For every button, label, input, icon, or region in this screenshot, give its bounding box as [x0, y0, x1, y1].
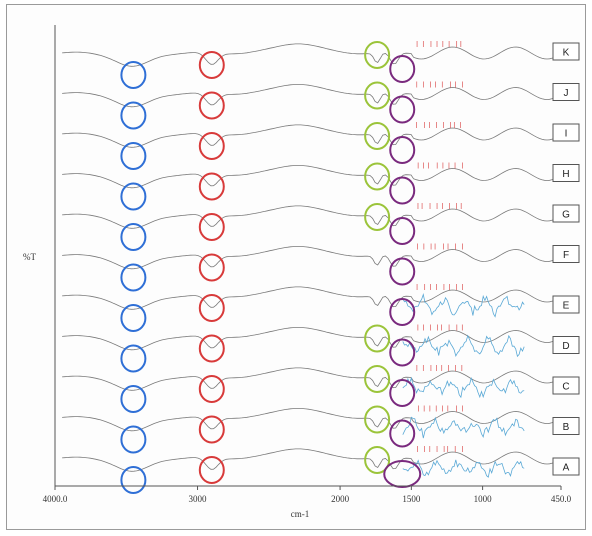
band-circle-H-2	[364, 162, 391, 191]
band-circle-G-2	[364, 203, 391, 231]
trace-label-box-H	[552, 164, 580, 182]
band-circle-F-1	[198, 253, 225, 282]
band-circle-B-3	[389, 419, 416, 448]
trace-H	[62, 164, 561, 189]
trace-label-K: K	[563, 48, 570, 59]
trace-label-B: B	[563, 422, 570, 433]
x-tick-label-4: 1000	[474, 494, 493, 504]
band-circle-J-2	[364, 81, 391, 110]
trace-label-G: G	[562, 210, 570, 221]
band-circle-J-0	[120, 101, 147, 130]
trace-E	[62, 286, 561, 310]
trace-label-box-G	[552, 204, 580, 223]
band-circle-A-1	[198, 456, 225, 484]
trace-B	[62, 407, 561, 432]
x-tick-label-0: 4000.0	[43, 494, 68, 504]
band-circle-C-2	[364, 365, 391, 393]
trace-label-box-J	[552, 83, 580, 101]
band-circle-K-2	[364, 41, 391, 69]
band-circle-I-0	[120, 142, 147, 170]
trace-label-I: I	[565, 129, 568, 140]
band-circle-K-3	[389, 55, 416, 83]
x-tick-label-1: 3000	[189, 494, 208, 504]
trace-I	[62, 124, 561, 148]
band-circle-K-0	[120, 61, 147, 89]
band-circle-E-0	[120, 304, 147, 332]
band-circle-C-3	[389, 379, 416, 407]
band-circle-E-3	[389, 298, 416, 326]
band-circle-C-1	[198, 375, 225, 403]
trace-label-box-D	[552, 336, 580, 354]
x-tick-label-5: 450.0	[551, 494, 572, 504]
trace-G	[62, 205, 561, 229]
band-circle-I-2	[364, 122, 391, 150]
band-circle-G-1	[198, 213, 225, 241]
trace-label-F: F	[563, 250, 569, 261]
band-circle-K-1	[198, 51, 225, 79]
fingerprint-A	[402, 459, 525, 478]
y-axis-label: %T	[23, 252, 36, 262]
band-circle-F-3	[389, 257, 416, 286]
trace-label-box-K	[552, 42, 580, 61]
fingerprint-D	[402, 334, 525, 358]
trace-D	[62, 326, 561, 351]
x-ticks: 4000.0 3000 2000 1500 1000 450.0	[43, 486, 572, 504]
trace-label-box-B	[552, 417, 580, 435]
band-circle-H-1	[198, 172, 225, 201]
trace-J	[62, 84, 561, 108]
trace-label-H: H	[562, 169, 569, 180]
band-circle-J-1	[198, 91, 225, 120]
fingerprint-C	[402, 376, 525, 399]
band-circle-D-1	[198, 334, 225, 363]
band-circle-F-0	[120, 263, 147, 292]
trace-label-box-I	[552, 123, 580, 142]
band-annotations	[120, 41, 422, 494]
fingerprint-E	[402, 293, 525, 318]
trace-F	[62, 245, 561, 270]
band-circle-E-1	[198, 294, 225, 322]
trace-label-J: J	[564, 88, 569, 99]
fingerprint-B	[402, 416, 525, 439]
trace-label-box-E	[552, 295, 580, 314]
band-circle-A-0	[120, 466, 147, 494]
trace-label-box-C	[552, 376, 580, 395]
band-circle-A-3	[383, 460, 422, 488]
band-circle-A-2	[364, 446, 391, 474]
band-circle-B-2	[364, 405, 391, 434]
x-axis-label: cm-1	[291, 509, 310, 519]
band-circle-B-0	[120, 425, 147, 454]
trace-labels: K J I H G F E D C B A	[552, 42, 580, 476]
band-circle-G-0	[120, 223, 147, 251]
band-circle-I-1	[198, 132, 225, 160]
band-circle-B-1	[198, 415, 225, 444]
spectra-traces	[62, 41, 561, 478]
trace-label-C: C	[562, 382, 569, 393]
trace-label-box-F	[552, 245, 580, 263]
x-tick-label-2: 2000	[331, 494, 350, 504]
trace-label-A: A	[563, 463, 570, 474]
band-circle-G-3	[389, 217, 416, 245]
trace-label-box-A	[552, 457, 580, 476]
trace-K	[62, 43, 561, 67]
trace-label-D: D	[562, 341, 569, 352]
band-circle-D-0	[120, 344, 147, 373]
band-circle-I-3	[389, 136, 416, 164]
band-circle-J-3	[389, 95, 416, 124]
trace-C	[62, 367, 561, 391]
trace-label-E: E	[563, 301, 570, 312]
band-circle-H-3	[389, 176, 416, 205]
band-circle-D-3	[389, 338, 416, 367]
x-tick-label-3: 1500	[402, 494, 421, 504]
band-circle-C-0	[120, 385, 147, 413]
band-circle-D-2	[364, 324, 391, 353]
band-circle-H-0	[120, 182, 147, 211]
